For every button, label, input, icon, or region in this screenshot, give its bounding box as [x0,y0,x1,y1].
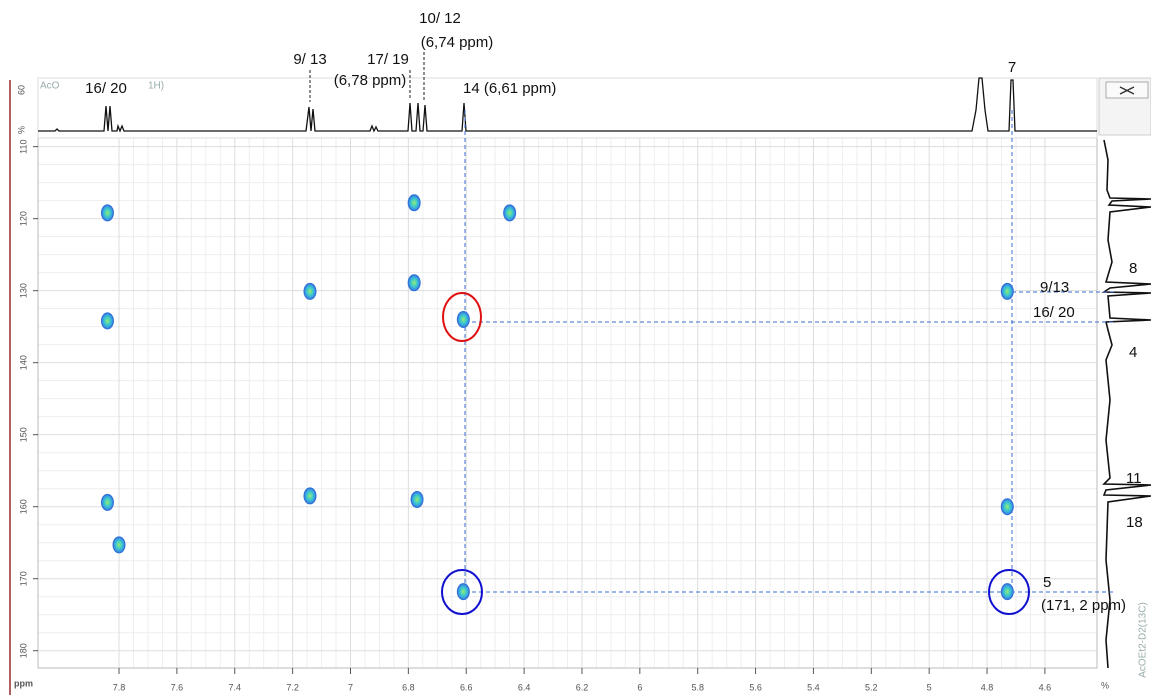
projection-legend: 1H) [148,81,164,92]
x-tick-label: 6.6 [460,682,473,692]
cross-peak [456,310,470,328]
cross-peak [100,204,114,222]
cross-peak [407,194,421,212]
y-tick-label: 120 [18,211,28,226]
highlight-circle [441,569,483,615]
leaders [309,52,425,102]
grid [38,138,1097,668]
cross-peak [112,536,126,554]
y-tick-label: 140 [18,355,28,370]
x-tick-label: 5.8 [691,682,704,692]
y-tick-label: 110 [18,139,28,153]
y-tick-label: 150 [18,427,28,442]
highlight-circle [988,569,1030,615]
y-tick-label: 180 [18,643,28,658]
top-projection-trace [38,77,1097,133]
annotation: 5 [1043,574,1051,591]
annotation: 4 [1129,344,1137,361]
x-tick-label: 4.6 [1039,682,1052,692]
annotation: (6,78 ppm) [334,72,407,89]
x-unit-label: ppm [14,678,33,688]
x-tick-label: 5.2 [865,682,878,692]
cross-peak [1000,498,1014,516]
cross-peak [410,490,424,508]
x-tick-label: 7.2 [286,682,299,692]
x-tick-label: 7 [348,682,353,692]
scissor-button[interactable] [1098,77,1151,136]
side-projection-trace [1101,139,1151,669]
scissor-icon[interactable] [1119,86,1135,95]
annotation: 8 [1129,260,1137,277]
projection-axis-label: 60 [16,85,26,95]
annotation: 14 (6,61 ppm) [463,80,556,97]
cross-peak [1000,282,1014,300]
projection-legend: AcO [40,81,60,92]
y-tick-label: 170 [18,571,28,586]
cross-peak [407,274,421,292]
annotation: (171, 2 ppm) [1041,597,1126,614]
cross-peak [100,312,114,330]
top-projection-frame [37,77,1098,139]
cross-peak [303,487,317,505]
annotation: 11 [1126,470,1142,487]
annotation: (6,74 ppm) [421,34,494,51]
projection-axis-label: % [16,126,26,134]
x-tick-label: 6.2 [576,682,589,692]
highlight-circle [442,292,482,342]
annotation: 16/ 20 [1033,304,1075,321]
x-tick-label: 5.4 [807,682,820,692]
annotation: 16/ 20 [85,80,127,97]
annotation: 10/ 12 [419,10,461,27]
x-tick-label: 6.8 [402,682,415,692]
y-tick-label: 130 [18,283,28,298]
cross-peak [303,282,317,300]
x-tick-label: 5 [927,682,932,692]
x-tick-label: 4.8 [981,682,994,692]
annotation: 9/13 [1040,279,1069,296]
side-label: AcOEt2-D2(13C) [1138,602,1149,678]
peaks [100,194,1014,601]
x-tick-label: 7.8 [113,682,126,692]
x-tick-label: 5.6 [749,682,762,692]
x-tick-label: 7.6 [171,682,184,692]
corner-label: % [1101,680,1109,690]
annotation: 9/ 13 [293,51,326,68]
cross-peak [503,204,517,222]
x-tick-label: 6.4 [518,682,531,692]
x-tick-label: 7.4 [228,682,241,692]
annotation: 18 [1126,514,1143,531]
annotation: 7 [1008,59,1016,76]
cross-peak [456,583,470,601]
x-tick-label: 6 [637,682,642,692]
cross-peak [1000,583,1014,601]
annotation: 17/ 19 [367,51,409,68]
y-tick-label: 160 [18,499,28,514]
cross-peak [100,493,114,511]
